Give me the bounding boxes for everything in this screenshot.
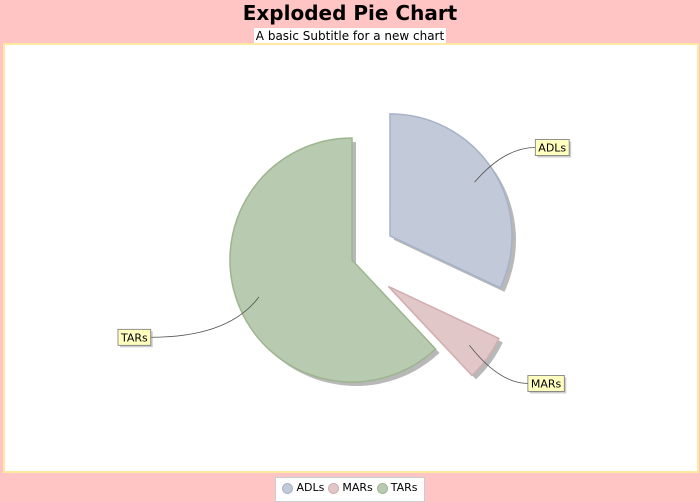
legend-swatch-mars [328, 482, 340, 494]
legend-item-mars[interactable]: MARs [328, 480, 373, 496]
pie-chart: ADLs MARs TARs [117, 113, 572, 394]
slice-label-box-adls [534, 139, 570, 156]
chart-title: Exploded Pie Chart [242, 1, 458, 25]
slice-label-mars: MARs [531, 377, 562, 390]
legend-item-tars[interactable]: TARs [376, 480, 418, 496]
legend-label-mars: MARs [342, 481, 373, 494]
subtitle-wrap: A basic Subtitle for a new chart [0, 25, 700, 44]
label-leader-tars [150, 296, 260, 338]
pie-labels: ADLs MARs TARs [117, 139, 572, 394]
legend-label-adls: ADLs [296, 481, 325, 494]
pie-slices [229, 113, 513, 383]
slice-label-box-tars [117, 328, 152, 346]
label-leader-mars [469, 345, 528, 384]
chart-subtitle: A basic Subtitle for a new chart [253, 28, 447, 44]
legend: ADLs MARs TARs [0, 477, 700, 502]
plot-area: ADLs MARs TARs [3, 43, 699, 473]
slice-tars[interactable] [229, 137, 437, 383]
slice-mars[interactable] [387, 285, 500, 377]
legend-swatch-tars [376, 482, 388, 494]
slice-label-tars: TARs [120, 331, 148, 344]
legend-item-adls[interactable]: ADLs [282, 480, 324, 496]
legend-label-tars: TARs [390, 481, 418, 494]
slice-label-box-mars [527, 375, 565, 392]
legend-swatch-adls [282, 482, 294, 494]
label-leader-adls [474, 147, 536, 183]
slice-label-adls: ADLs [538, 141, 566, 154]
legend-box: ADLs MARs TARs [275, 477, 425, 502]
slice-adls[interactable] [389, 113, 513, 289]
